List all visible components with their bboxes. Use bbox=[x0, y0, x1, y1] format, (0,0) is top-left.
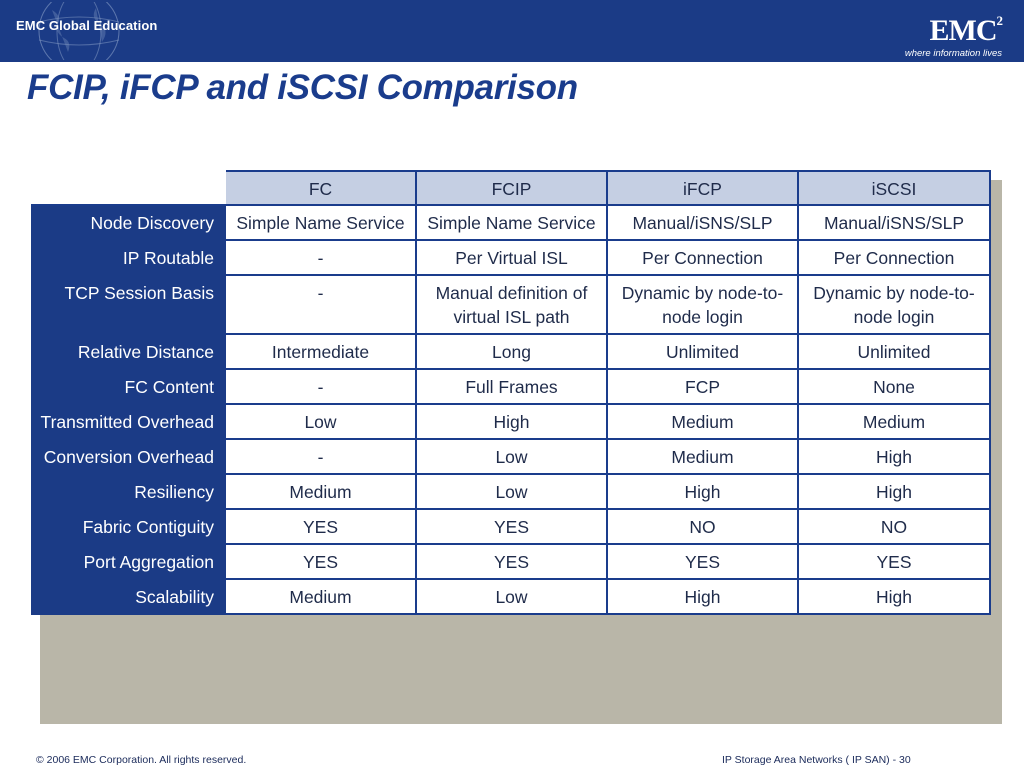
table-cell: NO bbox=[797, 508, 991, 545]
row-label: Port Aggregation bbox=[31, 543, 226, 580]
comparison-table: FC FCIP iFCP iSCSI Node Discovery Simple… bbox=[31, 170, 991, 615]
table-cell: High bbox=[415, 403, 608, 440]
table-cell: Medium bbox=[224, 473, 417, 510]
table-cell: Dynamic by node-to-node login bbox=[606, 274, 799, 335]
row-label: Scalability bbox=[31, 578, 226, 615]
footer-copyright: © 2006 EMC Corporation. All rights reser… bbox=[36, 754, 247, 766]
globe-icon bbox=[38, 2, 120, 60]
table-cell: Simple Name Service bbox=[224, 204, 417, 241]
table-cell: Medium bbox=[606, 403, 799, 440]
header-bar: EMC Global Education EMC2 where informat… bbox=[0, 0, 1024, 62]
table-cell: Low bbox=[415, 473, 608, 510]
row-label: IP Routable bbox=[31, 239, 226, 276]
table-cell: Long bbox=[415, 333, 608, 370]
slide-title: FCIP, iFCP and iSCSI Comparison bbox=[27, 68, 578, 107]
row-label: Fabric Contiguity bbox=[31, 508, 226, 545]
table-corner-cell bbox=[31, 170, 226, 206]
table-cell: Per Connection bbox=[606, 239, 799, 276]
table-row: Transmitted Overhead Low High Medium Med… bbox=[31, 403, 991, 440]
row-label: Transmitted Overhead bbox=[31, 403, 226, 440]
table-cell: Unlimited bbox=[606, 333, 799, 370]
table-cell: Per Virtual ISL bbox=[415, 239, 608, 276]
table-cell: Manual/iSNS/SLP bbox=[797, 204, 991, 241]
emc-logo-wordmark: EMC2 bbox=[929, 13, 1003, 47]
table-cell: YES bbox=[224, 543, 417, 580]
table-cell: High bbox=[606, 473, 799, 510]
table-cell: High bbox=[797, 438, 991, 475]
table-row: Scalability Medium Low High High bbox=[31, 578, 991, 615]
row-label: TCP Session Basis bbox=[31, 274, 226, 335]
footer-course: IP Storage Area Networks ( IP SAN) - 30 bbox=[722, 754, 911, 766]
table-row: TCP Session Basis - Manual definition of… bbox=[31, 274, 991, 335]
table-row: Resiliency Medium Low High High bbox=[31, 473, 991, 510]
table-cell: - bbox=[224, 239, 417, 276]
table-row: Conversion Overhead - Low Medium High bbox=[31, 438, 991, 475]
table-cell: - bbox=[224, 438, 417, 475]
table-header-row: FC FCIP iFCP iSCSI bbox=[31, 170, 991, 206]
table-cell: High bbox=[797, 578, 991, 615]
column-header: FCIP bbox=[415, 170, 608, 206]
footer-course-title: IP Storage Area Networks ( IP SAN) bbox=[722, 754, 890, 766]
table-cell: None bbox=[797, 368, 991, 405]
left-logo-text: EMC Global Education bbox=[16, 18, 158, 33]
row-label: Conversion Overhead bbox=[31, 438, 226, 475]
table-cell: NO bbox=[606, 508, 799, 545]
table-cell: Medium bbox=[606, 438, 799, 475]
table-cell: Intermediate bbox=[224, 333, 417, 370]
table-cell: Full Frames bbox=[415, 368, 608, 405]
table-row: Node Discovery Simple Name Service Simpl… bbox=[31, 204, 991, 241]
table-cell: - bbox=[224, 274, 417, 335]
row-label: Node Discovery bbox=[31, 204, 226, 241]
table-cell: High bbox=[797, 473, 991, 510]
table-row: Fabric Contiguity YES YES NO NO bbox=[31, 508, 991, 545]
table-cell: Dynamic by node-to-node login bbox=[797, 274, 991, 335]
column-header: iFCP bbox=[606, 170, 799, 206]
row-label: Relative Distance bbox=[31, 333, 226, 370]
emc-global-education-logo: EMC Global Education bbox=[4, 2, 158, 60]
table-row: Relative Distance Intermediate Long Unli… bbox=[31, 333, 991, 370]
table-cell: Low bbox=[415, 438, 608, 475]
table-cell: Low bbox=[224, 403, 417, 440]
emc-logo-tagline: where information lives bbox=[904, 48, 1002, 59]
table-cell: YES bbox=[797, 543, 991, 580]
emc-logo: EMC2 where information lives bbox=[888, 10, 1003, 59]
table-cell: Medium bbox=[224, 578, 417, 615]
row-label: Resiliency bbox=[31, 473, 226, 510]
table-cell: Manual/iSNS/SLP bbox=[606, 204, 799, 241]
table-cell: Low bbox=[415, 578, 608, 615]
table-cell: High bbox=[606, 578, 799, 615]
column-header: iSCSI bbox=[797, 170, 991, 206]
table-cell: YES bbox=[606, 543, 799, 580]
table-cell: Per Connection bbox=[797, 239, 991, 276]
column-header: FC bbox=[224, 170, 417, 206]
table-row: IP Routable - Per Virtual ISL Per Connec… bbox=[31, 239, 991, 276]
table-cell: YES bbox=[224, 508, 417, 545]
table-cell: YES bbox=[415, 508, 608, 545]
row-label: FC Content bbox=[31, 368, 226, 405]
table-cell: YES bbox=[415, 543, 608, 580]
table-cell: FCP bbox=[606, 368, 799, 405]
table-cell: Simple Name Service bbox=[415, 204, 608, 241]
table-cell: Manual definition of virtual ISL path bbox=[415, 274, 608, 335]
page-number: - 30 bbox=[892, 754, 911, 766]
table-cell: Medium bbox=[797, 403, 991, 440]
table-cell: - bbox=[224, 368, 417, 405]
table-cell: Unlimited bbox=[797, 333, 991, 370]
table-row: Port Aggregation YES YES YES YES bbox=[31, 543, 991, 580]
table-row: FC Content - Full Frames FCP None bbox=[31, 368, 991, 405]
